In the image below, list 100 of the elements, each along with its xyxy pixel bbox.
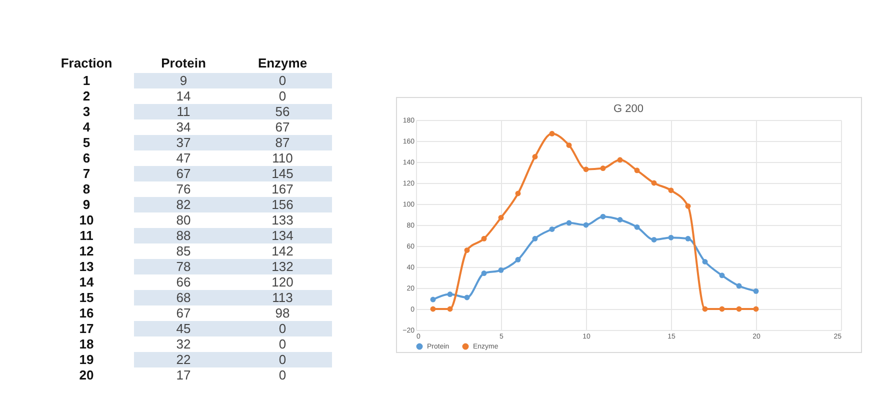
data-label: 113	[272, 290, 293, 305]
data-label: 88	[176, 228, 191, 243]
y-tick-label: 2	[82, 88, 90, 104]
y-tick-label: 4	[82, 119, 91, 134]
data-label: 34	[176, 119, 191, 134]
data-label: 0	[278, 352, 286, 367]
y-tick-label: 1	[82, 72, 90, 88]
point	[719, 272, 725, 278]
data-label: 132	[272, 258, 294, 274]
data-label: 0	[278, 367, 286, 382]
point	[566, 142, 572, 148]
data-label: 11	[176, 104, 190, 119]
point	[600, 166, 606, 172]
data-label: 82	[176, 196, 191, 212]
data-label: 9	[180, 72, 188, 88]
y-tick-label: 18	[79, 336, 94, 352]
point	[685, 203, 691, 209]
data-label: 0	[278, 72, 286, 88]
point	[549, 226, 555, 232]
point	[736, 283, 742, 289]
data-label: 167	[272, 181, 294, 196]
point	[515, 256, 521, 262]
point	[702, 306, 708, 312]
data-label: 145	[272, 166, 294, 181]
point	[651, 236, 657, 242]
data-label: 14	[176, 88, 191, 104]
point	[532, 236, 538, 242]
data-label: 0	[278, 88, 286, 104]
data-label: 142	[272, 243, 294, 258]
data-label: 156	[272, 196, 294, 212]
point	[668, 188, 674, 194]
point	[430, 306, 436, 312]
data-label: 56	[275, 104, 290, 119]
point	[481, 236, 487, 242]
y-tick-label: 15	[79, 290, 94, 305]
y-tick-label: 7	[82, 166, 90, 181]
point	[447, 292, 453, 298]
data-label: 32	[176, 336, 191, 352]
data-label: 80	[176, 212, 191, 228]
data-label: 78	[176, 258, 191, 274]
data-label: 98	[275, 305, 290, 320]
data-label: 110	[272, 150, 293, 166]
data-label: 134	[272, 228, 294, 243]
y-tick-label: 17	[79, 320, 94, 336]
data-label: 120	[272, 274, 294, 290]
y-tick-label: 12	[79, 243, 94, 258]
point	[634, 168, 640, 174]
point	[736, 306, 742, 312]
data-label: 37	[176, 134, 191, 150]
y-tick-label: 5	[82, 134, 90, 150]
point	[600, 214, 606, 220]
data-label: 47	[176, 150, 191, 166]
point	[430, 296, 436, 302]
y-axis-title: Fraction	[60, 56, 112, 70]
data-label: 87	[275, 134, 290, 150]
point	[566, 220, 572, 226]
y-tick-label: 9	[82, 196, 90, 212]
data-label: 45	[176, 320, 191, 336]
data-label: 67	[176, 305, 191, 320]
y-tick-label: 3	[82, 104, 90, 119]
data-label: 67	[275, 119, 290, 134]
data-label: 66	[176, 274, 191, 290]
point	[498, 267, 504, 273]
point	[481, 270, 487, 276]
data-label: 85	[176, 243, 191, 258]
point	[651, 180, 657, 186]
data-label: 67	[176, 166, 191, 181]
y-tick-label: 14	[79, 274, 94, 290]
point	[702, 259, 708, 264]
y-tick-label: 10	[79, 212, 94, 228]
data-label: 76	[176, 181, 191, 196]
y-tick-label: 6	[82, 150, 90, 166]
y-tick-label: 8	[82, 181, 90, 196]
y-tick-label: 11	[80, 228, 94, 243]
point	[549, 130, 555, 136]
point	[668, 234, 674, 240]
point	[753, 288, 759, 294]
data-label: 17	[176, 367, 191, 382]
data-label: 22	[176, 352, 191, 367]
point	[583, 222, 589, 228]
point	[634, 224, 640, 230]
point	[464, 294, 470, 300]
point	[617, 157, 623, 163]
point	[583, 166, 589, 172]
y-tick-label: 20	[79, 367, 94, 382]
point	[753, 306, 759, 312]
y-tick-label: 16	[79, 305, 94, 320]
point	[685, 236, 691, 242]
point	[617, 217, 623, 222]
chart-title: G 200	[614, 103, 644, 115]
point	[719, 306, 725, 312]
point	[464, 247, 470, 253]
point	[532, 154, 538, 160]
point	[447, 306, 453, 312]
point	[515, 190, 521, 196]
point	[498, 214, 504, 220]
y-tick-label: 13	[79, 258, 94, 274]
data-label: 68	[176, 290, 191, 305]
y-tick-label: 19	[79, 352, 94, 367]
data-label: 133	[272, 212, 294, 228]
